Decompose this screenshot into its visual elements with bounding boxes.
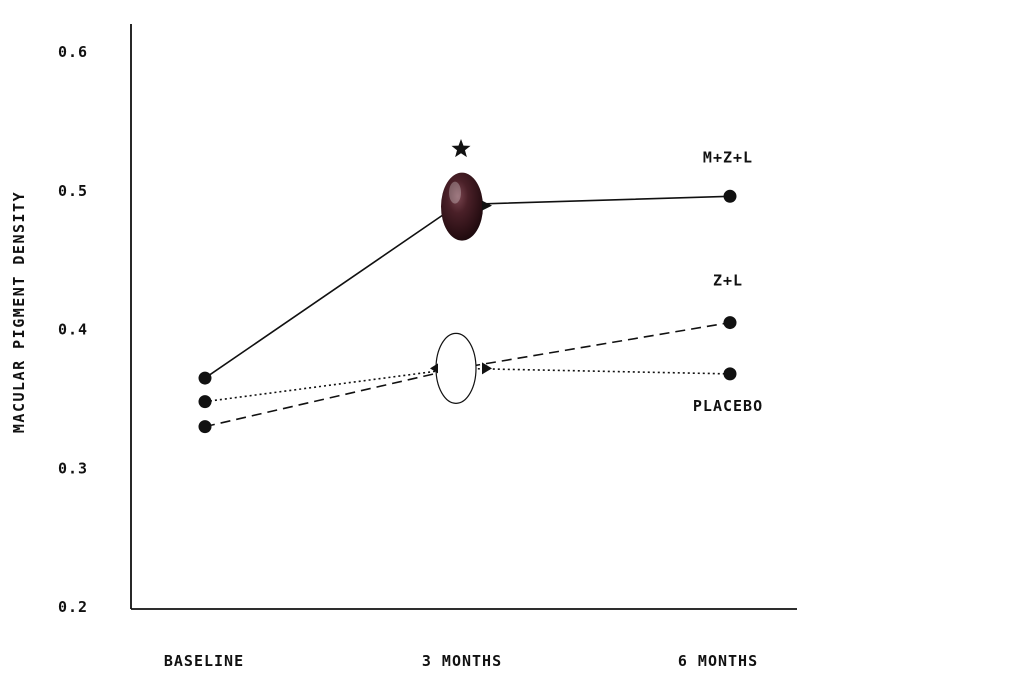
y-tick-label: 0.6 — [58, 43, 88, 61]
category-label: 6 MONTHS — [678, 652, 758, 670]
data-point-placebo — [198, 395, 212, 409]
star-icon — [451, 139, 471, 158]
data-point-m-z-l — [198, 371, 212, 385]
data-point-m-z-l — [723, 189, 737, 203]
y-tick-label: 0.2 — [58, 598, 88, 616]
series-label-m-z-l: M+Z+L — [703, 148, 753, 166]
y-tick-labels: 0.2 0.3 0.4 0.5 0.6 — [58, 43, 88, 616]
series-labels: M+Z+L Z+L PLACEBO — [693, 148, 763, 415]
white-capsule-left-arrow-icon — [430, 363, 438, 374]
series-label-placebo: PLACEBO — [693, 397, 763, 415]
dark-capsule-highlight — [449, 181, 461, 204]
category-label: BASELINE — [164, 652, 244, 670]
dark-capsule-right-arrow-icon — [482, 200, 492, 211]
data-point-z-l — [198, 420, 212, 434]
white-capsule-icon — [435, 332, 477, 404]
y-axis-label: MACULAR PIGMENT DENSITY — [10, 191, 28, 433]
y-tick-label: 0.4 — [58, 321, 88, 339]
white-capsule-right-arrow-icon — [482, 362, 492, 375]
y-tick-label: 0.3 — [58, 459, 88, 477]
data-point-z-l — [723, 316, 737, 330]
capsule-markers — [430, 139, 492, 404]
category-label: 3 MONTHS — [422, 652, 502, 670]
series-label-z-l: Z+L — [713, 272, 743, 290]
dark-capsule-icon — [441, 172, 483, 241]
series-points — [198, 189, 737, 434]
y-tick-label: 0.5 — [58, 182, 88, 200]
data-point-placebo — [723, 367, 737, 381]
category-labels: BASELINE 3 MONTHS 6 MONTHS — [164, 652, 758, 670]
